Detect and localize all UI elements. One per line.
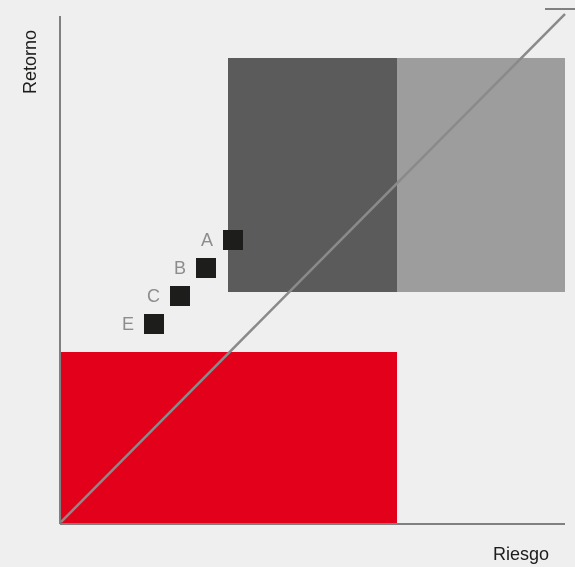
point-c: C	[147, 286, 190, 306]
point-b-marker	[196, 258, 216, 278]
point-a-label: A	[201, 230, 213, 250]
light-grey-zone	[397, 58, 565, 292]
y-axis-title: Retorno	[20, 30, 40, 94]
x-axis-title: Riesgo	[493, 544, 549, 564]
point-e: E	[122, 314, 164, 334]
point-e-label: E	[122, 314, 134, 334]
point-b-label: B	[174, 258, 186, 278]
point-a: A	[201, 230, 243, 250]
dark-grey-zone	[228, 58, 397, 292]
red-zone	[61, 352, 397, 524]
point-c-label: C	[147, 286, 160, 306]
point-e-marker	[144, 314, 164, 334]
point-b: B	[174, 258, 216, 278]
point-a-marker	[223, 230, 243, 250]
diagonal-line	[60, 13, 566, 523]
point-c-marker	[170, 286, 190, 306]
